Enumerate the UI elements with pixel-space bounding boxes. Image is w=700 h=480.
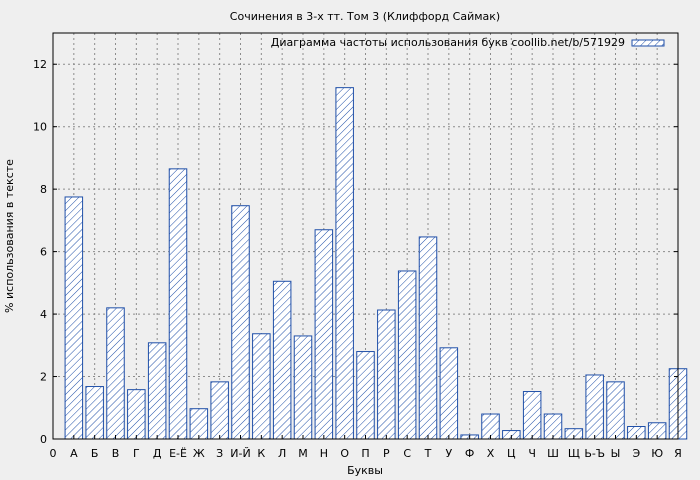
x-tick-label: Д [153,447,162,460]
bar [189,408,209,440]
x-tick-label: И-Й [230,447,250,460]
x-tick-label: Ж [193,447,205,460]
y-tick-label: 8 [40,183,47,196]
bar [168,168,188,440]
x-tick-label: Л [278,447,286,460]
x-tick-label: Э [632,447,640,460]
x-tick-label: Н [320,447,328,460]
x-tick-label: Ч [528,447,536,460]
x-tick-label: Р [383,447,390,460]
bar [64,196,84,440]
x-tick-label: У [445,447,452,460]
bar [231,205,250,440]
x-tick-label: Т [424,447,432,460]
x-tick-label: 0 [50,447,57,460]
x-tick-label: Ы [611,447,621,460]
legend-label: Диаграмма частоты использования букв coo… [271,36,625,49]
bar [585,374,604,440]
legend-swatch [631,39,665,47]
bar [127,389,146,440]
y-tick-label: 12 [33,58,47,71]
bar [106,307,125,440]
x-tick-label: П [361,447,369,460]
bar [272,280,292,440]
legend: Диаграмма частоты использования букв coo… [271,36,665,49]
x-tick-label: Х [487,447,495,460]
bar [397,270,417,440]
x-tick-label: С [403,447,411,460]
y-tick-label: 10 [33,121,47,134]
x-tick-label: Ф [465,447,474,460]
bar [377,309,396,440]
bar [418,236,438,440]
bar [314,229,334,440]
x-tick-label: Ь-Ъ [584,447,605,460]
y-tick-label: 0 [40,433,47,446]
bar [85,386,104,440]
x-tick-label: Г [133,447,140,460]
x-tick-label: Ц [507,447,516,460]
bar [252,333,271,440]
x-tick-label: Б [91,447,99,460]
x-tick-label: М [298,447,308,460]
x-tick-label: Е-Ё [169,447,187,460]
x-tick-label: А [70,447,78,460]
x-tick-label: Ш [547,447,559,460]
y-tick-label: 6 [40,246,47,259]
bar [606,381,625,440]
chart-title: Сочинения в 3-х тт. Том 3 (Клиффорд Сайм… [230,10,500,23]
x-tick-label: О [340,447,349,460]
x-tick-label: К [257,447,265,460]
bar [210,381,229,440]
x-tick-label: В [112,447,120,460]
grid [53,33,678,439]
x-tick-label: Щ [568,447,580,460]
bar [293,335,313,440]
bar [439,347,459,440]
y-tick-label: 4 [40,308,47,321]
x-tick-label: Ю [651,447,663,460]
bar [522,391,542,440]
y-axis-label: % использования в тексте [3,159,16,313]
x-axis-label: Буквы [347,464,383,477]
x-tick-label: Я [674,447,682,460]
bar [335,87,354,440]
bar [147,342,167,440]
x-tick-label: З [216,447,223,460]
bar [356,351,375,440]
y-tick-label: 2 [40,371,47,384]
bars [64,87,688,440]
